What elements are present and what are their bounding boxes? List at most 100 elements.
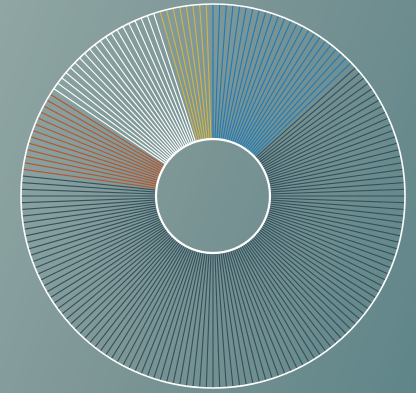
series-1-line bbox=[268, 209, 400, 243]
series-1-line bbox=[22, 203, 157, 224]
series-1-line bbox=[79, 236, 174, 335]
series-1-line bbox=[40, 220, 163, 281]
series-1-line bbox=[261, 93, 377, 167]
series-2-line bbox=[26, 149, 158, 183]
series-3-line bbox=[122, 26, 187, 146]
series-0-line bbox=[241, 29, 310, 147]
series-3-line bbox=[89, 48, 177, 153]
series-3-line bbox=[99, 40, 180, 151]
series-0-line bbox=[249, 48, 337, 153]
series-1-line bbox=[230, 250, 273, 379]
series-0-line bbox=[244, 36, 321, 150]
series-1-line bbox=[224, 251, 254, 384]
series-1-line bbox=[258, 82, 369, 163]
series-2-line bbox=[25, 155, 158, 185]
series-1-line bbox=[263, 220, 386, 281]
series-1-line bbox=[269, 205, 403, 230]
series-1-line bbox=[256, 72, 361, 160]
series-3-line bbox=[84, 52, 176, 155]
series-4-line bbox=[199, 4, 210, 140]
series-1-line bbox=[259, 227, 373, 304]
series-1-line bbox=[220, 252, 241, 387]
series-1-line bbox=[264, 117, 389, 174]
series-1-line bbox=[254, 233, 357, 325]
series-1-line bbox=[84, 237, 176, 340]
series-0-line bbox=[228, 11, 267, 142]
series-1-line bbox=[242, 244, 316, 360]
series-0-line bbox=[230, 13, 273, 142]
series-2-line bbox=[32, 129, 160, 178]
series-1-line bbox=[228, 250, 267, 381]
series-0-line bbox=[218, 4, 234, 140]
series-1-line bbox=[30, 213, 159, 256]
series-1-line bbox=[239, 246, 304, 366]
series-3-line bbox=[140, 17, 193, 144]
series-1-line bbox=[268, 149, 400, 183]
series-3-line bbox=[53, 88, 167, 165]
series-1-line bbox=[134, 247, 191, 372]
series-3-line bbox=[79, 57, 174, 156]
series-1-line bbox=[74, 235, 173, 330]
series-1-line bbox=[218, 252, 234, 388]
series-0-line bbox=[239, 26, 304, 146]
series-1-line bbox=[26, 209, 158, 243]
series-3-line bbox=[128, 23, 189, 146]
series-3-line bbox=[153, 13, 196, 142]
series-1-line bbox=[21, 175, 157, 191]
series-1-line bbox=[257, 230, 365, 315]
series-1-line bbox=[49, 225, 165, 299]
series-1-line bbox=[122, 246, 187, 366]
series-4-line bbox=[179, 6, 204, 140]
series-1-line bbox=[231, 249, 280, 377]
series-1-line bbox=[265, 216, 392, 269]
radial-line-group bbox=[21, 4, 405, 388]
series-1-line bbox=[269, 199, 405, 210]
series-4-line bbox=[172, 8, 202, 141]
series-0-line bbox=[214, 4, 221, 140]
series-1-line bbox=[105, 242, 182, 356]
series-1-line bbox=[267, 136, 396, 179]
series-1-line bbox=[222, 252, 247, 386]
series-0-line bbox=[224, 8, 254, 141]
series-1-line bbox=[262, 224, 380, 293]
series-1-line bbox=[172, 251, 202, 384]
series-0-line bbox=[220, 5, 241, 140]
series-1-line bbox=[94, 240, 179, 348]
series-1-line bbox=[99, 241, 180, 352]
series-1-line bbox=[263, 222, 383, 287]
series-1-line bbox=[241, 245, 310, 363]
series-1-line bbox=[263, 111, 386, 172]
series-1-line bbox=[269, 162, 403, 187]
series-1-line bbox=[263, 105, 383, 170]
series-2-line bbox=[37, 117, 162, 174]
series-1-line bbox=[37, 218, 162, 275]
series-1-line bbox=[250, 237, 342, 340]
series-0-line bbox=[246, 40, 327, 151]
series-1-line bbox=[21, 197, 157, 204]
series-1-line bbox=[61, 230, 169, 315]
series-1-line bbox=[269, 168, 404, 189]
series-0-line bbox=[216, 4, 227, 140]
series-1-line bbox=[257, 77, 365, 162]
series-1-line bbox=[252, 236, 347, 335]
series-1-line bbox=[268, 155, 401, 185]
series-1-line bbox=[53, 227, 167, 304]
series-1-line bbox=[269, 197, 405, 204]
series-3-line bbox=[65, 72, 170, 160]
series-1-line bbox=[261, 225, 377, 299]
series-1-line bbox=[244, 242, 321, 356]
series-2-line bbox=[49, 93, 165, 167]
series-1-line bbox=[266, 129, 394, 178]
series-1-line bbox=[216, 252, 227, 388]
series-4-line bbox=[192, 4, 208, 140]
series-4-line bbox=[205, 4, 212, 140]
series-1-line bbox=[21, 182, 157, 193]
series-1-line bbox=[253, 235, 352, 330]
series-1-line bbox=[43, 222, 163, 287]
outer-ring bbox=[20, 3, 406, 389]
series-0-line bbox=[252, 57, 347, 156]
series-1-line bbox=[57, 229, 168, 310]
series-1-line bbox=[34, 216, 161, 269]
series-0-line bbox=[233, 17, 286, 144]
series-1-line bbox=[268, 207, 401, 237]
